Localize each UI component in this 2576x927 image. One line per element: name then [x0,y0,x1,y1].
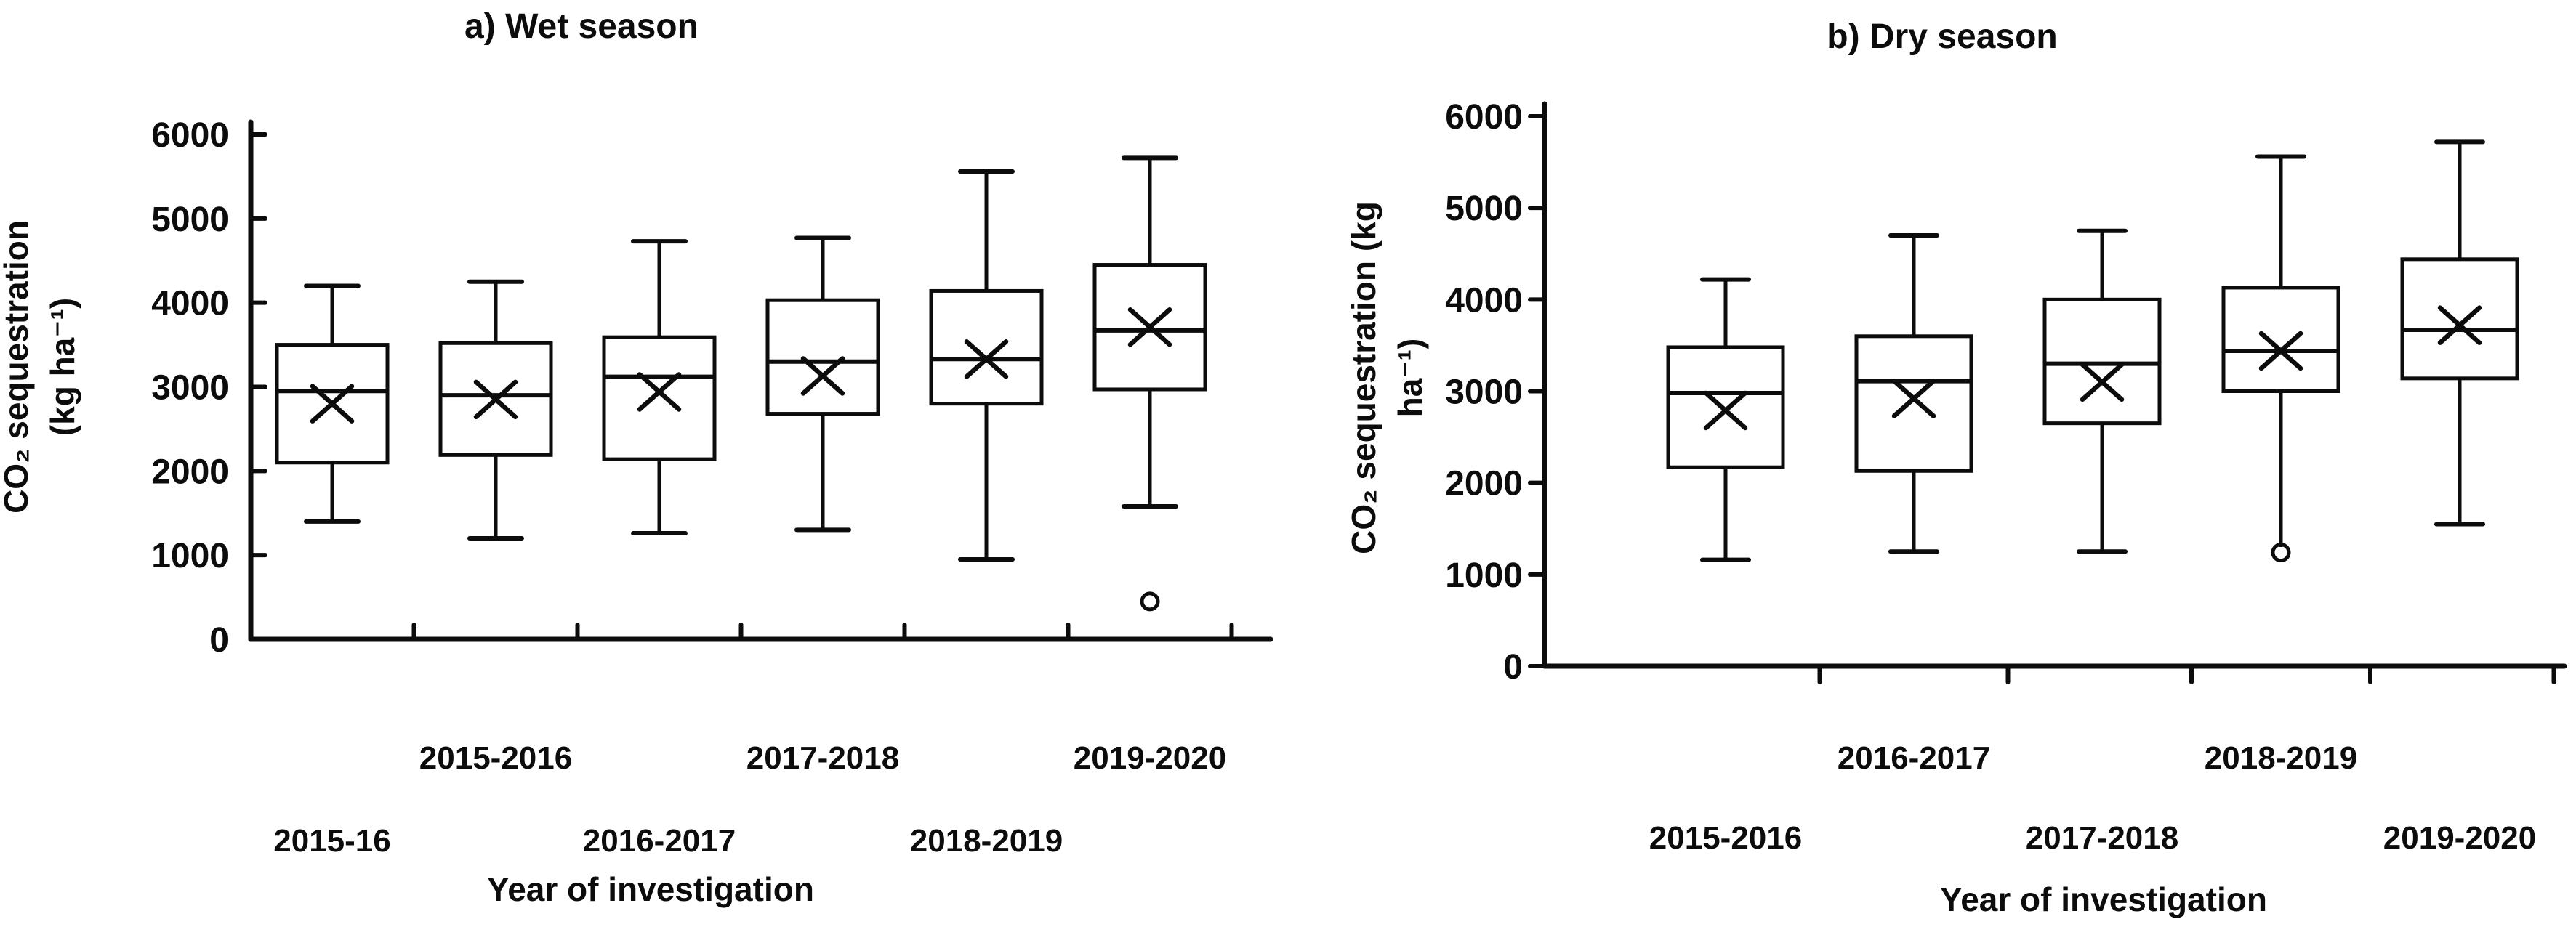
box-group [929,169,1044,562]
mean-x-marker [2437,305,2482,345]
iqr-box [438,341,553,457]
x-axis-label: Year of investigation [487,870,814,908]
y-axis-label: (kg ha⁻¹) [44,298,81,436]
y-tick-label: 1000 [1445,556,1523,595]
x-category-label: 2015-2016 [419,740,572,776]
wet-season-panel: 0 1000 2000 3000 4000 5000 6000 2015-16 2015-201… [0,0,1288,923]
wet-season-boxplot-chart: 0 1000 2000 3000 4000 5000 6000 2015-16 2015-201… [0,7,1273,908]
y-tick-label: 4000 [151,285,229,323]
iqr-box [1666,345,1785,469]
iqr-box [765,298,880,416]
x-category-label: 2018-2019 [2205,740,2357,776]
mean-x-marker [2080,362,2125,402]
outlier-circle [2271,543,2291,563]
y-tick-label: 5000 [1445,190,1523,228]
x-category-label: 2015-16 [273,823,390,859]
y-tick-label: 0 [209,621,229,660]
iqr-box [2400,257,2519,381]
y-axis-label: CO₂ sequestration [0,220,35,514]
y-tick-label: 1000 [151,537,229,575]
box-group [2042,228,2162,554]
y-tick-label: 2000 [151,453,229,491]
x-category-label: 2018-2019 [910,823,1063,859]
x-category-label: 2017-2018 [746,740,899,776]
mean-x-marker [1703,390,1748,431]
box-group [275,283,390,524]
iqr-box [2042,297,2162,426]
mean-x-marker [2258,331,2303,371]
y-tick-label: 0 [1503,648,1523,687]
x-category-label: 2019-2020 [1074,740,1226,776]
mean-x-marker [637,372,682,412]
y-axis-label: CO₂ sequestration (kg [1345,201,1382,554]
x-category-label: 2017-2018 [2026,820,2178,856]
box-group [1854,233,1973,554]
iqr-box [929,288,1044,406]
mean-x-marker [310,384,355,424]
y-tick-label: 5000 [151,201,229,239]
x-axis-label: Year of investigation [1940,881,2267,918]
box-group [1666,277,1785,562]
mean-x-marker [1891,379,1936,418]
box-group [438,279,553,541]
mean-x-marker [473,379,518,420]
box-group [765,235,880,533]
dry-season-panel: 0 1000 2000 3000 4000 5000 6000 2015-2016 2016-2… [1288,0,2576,923]
y-tick-label: 6000 [151,116,229,155]
y-tick-label: 2000 [1445,465,1523,503]
x-category-label: 2019-2020 [2383,820,2536,856]
x-category-label: 2016-2017 [1838,740,1990,776]
chart-title: b) Dry season [1827,17,2057,56]
iqr-box [1854,334,1973,473]
y-tick-label: 3000 [1445,373,1523,412]
x-category-label: 2015-2016 [1649,820,1802,856]
mean-x-marker [964,339,1009,379]
box-group [602,239,717,536]
y-tick-label: 6000 [1445,98,1523,137]
box-group [2221,154,2340,563]
mean-x-marker [800,356,845,396]
box-group [1092,155,1207,612]
y-axis-label: ha⁻¹) [1391,339,1429,418]
outlier-circle [1140,591,1160,612]
x-category-label: 2016-2017 [583,823,736,859]
dry-season-boxplot-chart: 0 1000 2000 3000 4000 5000 6000 2015-2016 2016-2… [1345,17,2567,918]
chart-title: a) Wet season [464,7,699,46]
mean-x-marker [1127,307,1172,347]
box-group [2400,139,2519,527]
y-tick-label: 3000 [151,369,229,408]
iqr-box [2221,286,2340,393]
iqr-box [602,335,717,461]
y-tick-label: 4000 [1445,281,1523,320]
